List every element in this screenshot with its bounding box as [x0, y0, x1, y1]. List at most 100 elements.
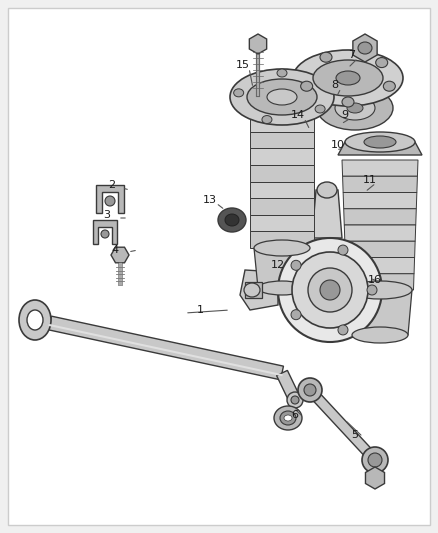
Text: 12: 12: [271, 260, 285, 270]
Polygon shape: [250, 182, 314, 198]
Polygon shape: [250, 215, 314, 231]
Ellipse shape: [345, 132, 415, 152]
Text: 4: 4: [111, 245, 119, 255]
Ellipse shape: [291, 396, 299, 404]
Text: 14: 14: [291, 110, 305, 120]
Text: 2: 2: [109, 180, 116, 190]
Ellipse shape: [19, 300, 51, 340]
Polygon shape: [346, 257, 415, 274]
Polygon shape: [250, 231, 314, 248]
Polygon shape: [250, 148, 314, 165]
Text: 13: 13: [203, 195, 217, 205]
Text: 11: 11: [363, 175, 377, 185]
Ellipse shape: [230, 69, 334, 125]
Ellipse shape: [352, 327, 408, 343]
Ellipse shape: [291, 260, 301, 270]
Text: 15: 15: [236, 60, 250, 70]
Polygon shape: [342, 160, 418, 176]
Polygon shape: [344, 209, 416, 225]
Ellipse shape: [250, 88, 314, 106]
Ellipse shape: [347, 103, 363, 113]
Polygon shape: [353, 34, 377, 62]
FancyBboxPatch shape: [8, 8, 430, 525]
Polygon shape: [276, 370, 300, 402]
Ellipse shape: [277, 69, 287, 77]
Ellipse shape: [105, 196, 115, 206]
Text: 7: 7: [349, 50, 356, 60]
Ellipse shape: [300, 81, 313, 91]
Polygon shape: [93, 220, 117, 244]
Ellipse shape: [335, 96, 375, 120]
Ellipse shape: [292, 252, 368, 328]
Text: 1: 1: [197, 305, 204, 315]
Polygon shape: [344, 225, 416, 241]
Ellipse shape: [315, 105, 325, 113]
Ellipse shape: [233, 89, 244, 97]
Ellipse shape: [367, 285, 377, 295]
Ellipse shape: [313, 60, 383, 96]
Ellipse shape: [336, 71, 360, 85]
Ellipse shape: [317, 86, 393, 130]
Text: 8: 8: [332, 80, 339, 90]
Ellipse shape: [244, 283, 260, 297]
Ellipse shape: [320, 52, 332, 62]
Ellipse shape: [287, 392, 303, 408]
Ellipse shape: [268, 92, 296, 102]
Polygon shape: [343, 192, 417, 209]
Ellipse shape: [101, 230, 109, 238]
Polygon shape: [306, 386, 379, 463]
Ellipse shape: [304, 384, 316, 396]
Text: 6: 6: [292, 410, 299, 420]
Ellipse shape: [247, 79, 317, 115]
Ellipse shape: [376, 58, 388, 68]
Polygon shape: [312, 190, 342, 238]
Ellipse shape: [358, 42, 372, 54]
Ellipse shape: [262, 116, 272, 124]
Ellipse shape: [348, 281, 412, 299]
Ellipse shape: [293, 50, 403, 106]
Ellipse shape: [284, 415, 292, 421]
Ellipse shape: [362, 447, 388, 473]
Ellipse shape: [278, 238, 382, 342]
Ellipse shape: [383, 81, 396, 91]
Ellipse shape: [317, 182, 337, 198]
Ellipse shape: [338, 325, 348, 335]
Ellipse shape: [368, 453, 382, 467]
Ellipse shape: [364, 136, 396, 148]
Polygon shape: [240, 270, 278, 310]
Polygon shape: [250, 115, 314, 132]
Ellipse shape: [274, 406, 302, 430]
Ellipse shape: [320, 280, 340, 300]
Polygon shape: [250, 165, 314, 182]
Polygon shape: [96, 185, 124, 213]
Text: 9: 9: [342, 110, 349, 120]
Polygon shape: [345, 241, 415, 257]
Polygon shape: [348, 290, 412, 335]
Ellipse shape: [338, 245, 348, 255]
Text: 10: 10: [331, 140, 345, 150]
Polygon shape: [254, 248, 310, 288]
Polygon shape: [338, 142, 422, 155]
Text: 5: 5: [352, 430, 358, 440]
Polygon shape: [245, 282, 262, 298]
Ellipse shape: [291, 310, 301, 320]
Text: 3: 3: [103, 210, 110, 220]
Ellipse shape: [218, 208, 246, 232]
Ellipse shape: [254, 240, 310, 256]
Ellipse shape: [225, 214, 239, 226]
Polygon shape: [250, 132, 314, 148]
Ellipse shape: [342, 97, 354, 107]
Polygon shape: [111, 247, 129, 263]
Ellipse shape: [280, 411, 296, 425]
Ellipse shape: [298, 378, 322, 402]
Ellipse shape: [258, 281, 306, 295]
Polygon shape: [49, 316, 283, 380]
Text: 16: 16: [368, 275, 382, 285]
Polygon shape: [242, 97, 322, 110]
Polygon shape: [343, 176, 417, 192]
Polygon shape: [249, 34, 267, 54]
Ellipse shape: [308, 268, 352, 312]
Polygon shape: [365, 467, 385, 489]
Ellipse shape: [27, 310, 43, 330]
Polygon shape: [346, 274, 414, 290]
